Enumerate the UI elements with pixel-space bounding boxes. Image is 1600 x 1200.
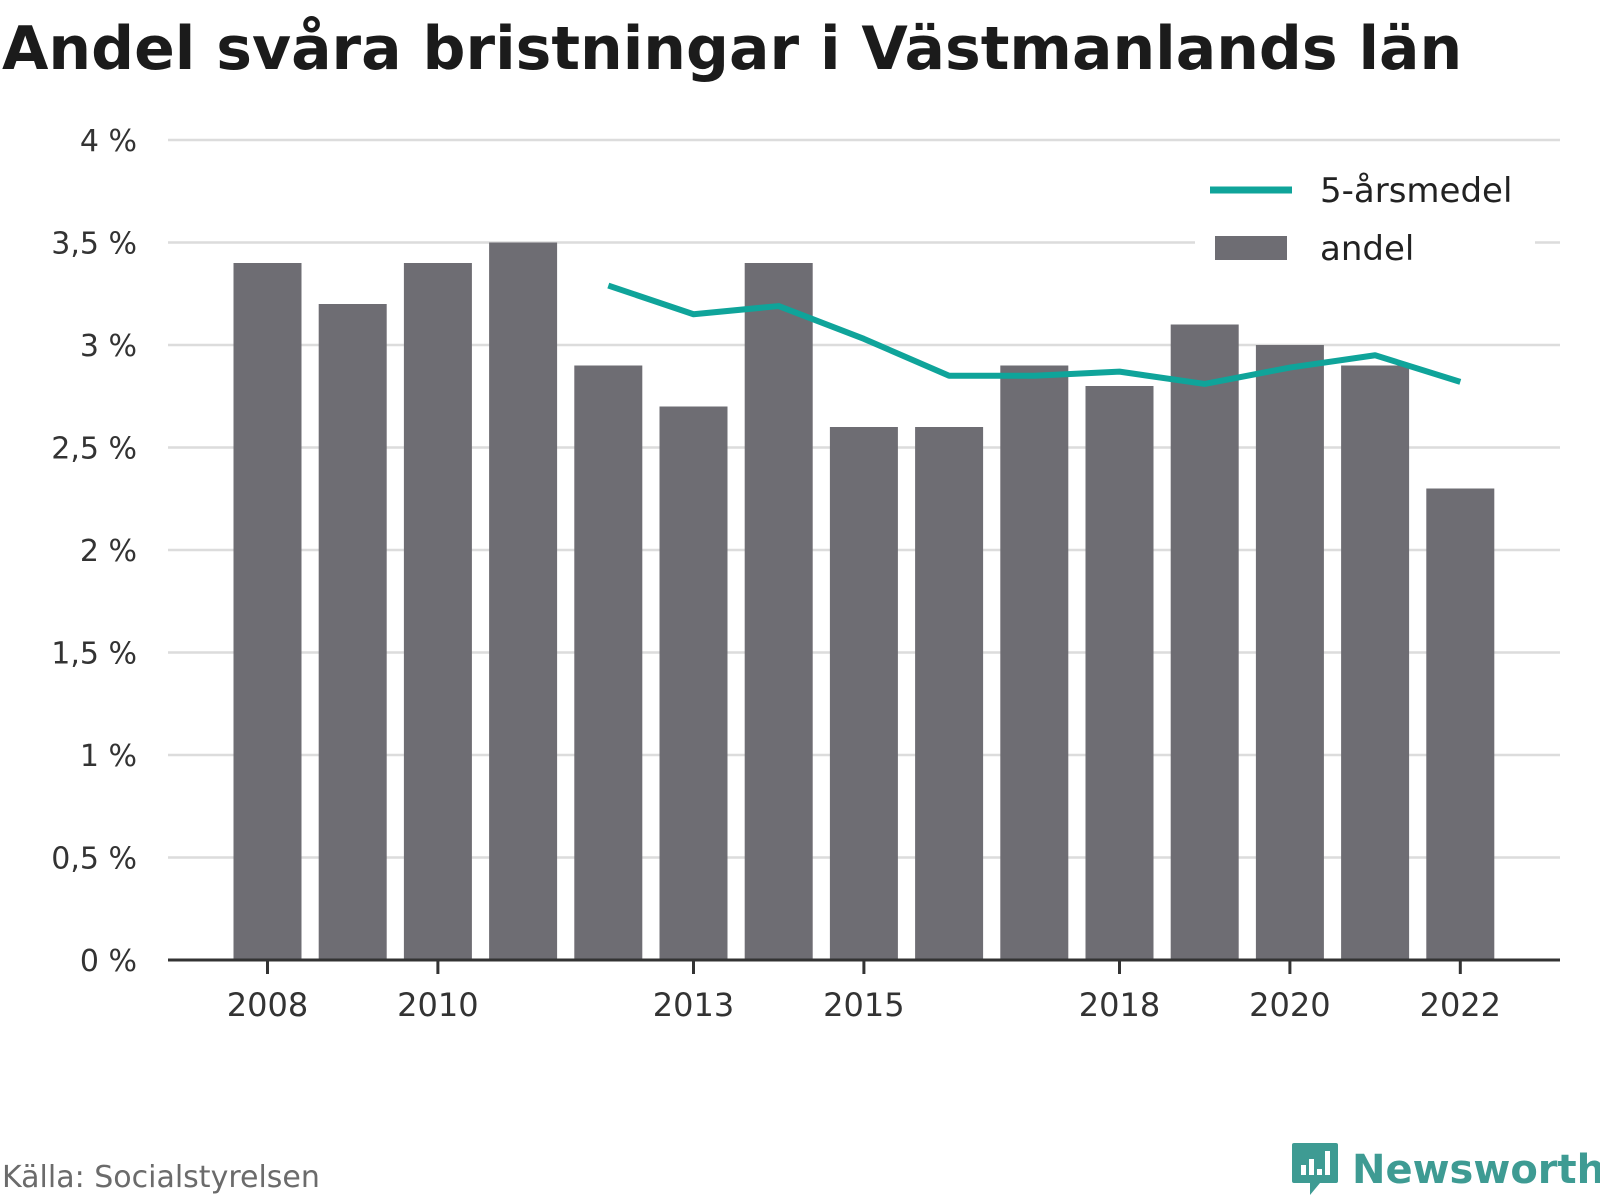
bar <box>1000 365 1069 960</box>
chart-title: Andel svåra bristningar i Västmanlands l… <box>2 14 1463 84</box>
x-axis <box>168 958 1560 974</box>
bar <box>659 406 728 960</box>
y-axis-tick-labels: 0 % 0,5 % 1 % 1,5 % 2 % 2,5 % 3 % 3,5 % 4 % <box>51 124 137 979</box>
bar <box>1426 488 1495 960</box>
bar <box>829 427 898 960</box>
y-tick-label: 2,5 % <box>51 432 137 467</box>
y-tick-label: 3 % <box>80 329 137 364</box>
average-line <box>607 282 1462 387</box>
y-tick-label: 1 % <box>80 739 137 774</box>
bar <box>744 263 813 960</box>
y-tick-label: 2 % <box>80 534 137 569</box>
y-tick-label: 3,5 % <box>51 227 137 262</box>
legend-label: 5-årsmedel <box>1320 171 1512 211</box>
brand-name: Newsworthy <box>1352 1147 1600 1193</box>
bar-line-chart: 0 % 0,5 % 1 % 1,5 % 2 % 2,5 % 3 % 3,5 % 4 % 2008… <box>51 124 1560 1024</box>
bar <box>1341 365 1410 960</box>
bar <box>403 263 472 960</box>
bar <box>915 427 984 960</box>
x-tick-label: 2022 <box>1420 986 1501 1024</box>
bar <box>574 365 643 960</box>
bar <box>1170 324 1239 960</box>
bar <box>1085 386 1154 960</box>
y-tick-label: 1,5 % <box>51 637 137 672</box>
newsworthy-logo-icon <box>1292 1143 1338 1195</box>
bar <box>489 242 558 960</box>
y-tick-label: 0 % <box>80 944 137 979</box>
y-tick-label: 0,5 % <box>51 842 137 877</box>
legend-label: andel <box>1320 229 1414 269</box>
x-tick-label: 2013 <box>653 986 734 1024</box>
x-tick-label: 2020 <box>1249 986 1330 1024</box>
newsworthy-logo: Newsworthy <box>1290 1140 1600 1200</box>
average-line-path <box>607 282 1462 387</box>
x-tick-label: 2008 <box>227 986 308 1024</box>
y-tick-label: 4 % <box>80 124 137 159</box>
x-tick-label: 2010 <box>397 986 478 1024</box>
bar <box>1255 345 1324 960</box>
x-tick-label: 2015 <box>823 986 904 1024</box>
x-axis-tick-labels: 2008 2010 2013 2015 2018 2020 2022 <box>227 986 1501 1024</box>
legend-swatch-bar <box>1215 236 1287 260</box>
x-tick-label: 2018 <box>1079 986 1160 1024</box>
legend: 5-årsmedel andel <box>1195 165 1535 275</box>
source-note: Källa: Socialstyrelsen <box>2 1160 320 1195</box>
bar <box>318 304 387 960</box>
bars <box>233 242 1495 960</box>
bar <box>233 263 302 960</box>
